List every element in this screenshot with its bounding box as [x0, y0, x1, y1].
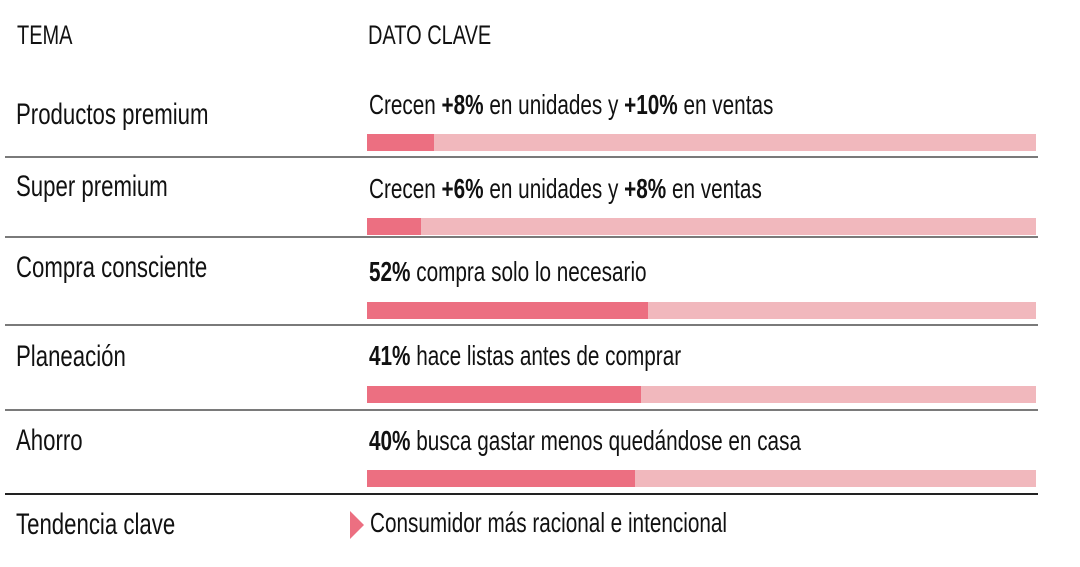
row-dato: Crecen +6% en unidades y +8% en ventas — [369, 175, 762, 203]
highlight-value: 52% — [369, 256, 411, 287]
row-tema: Super premium — [16, 170, 168, 203]
dato-text: en ventas — [677, 89, 774, 120]
footer-tema: Tendencia clave — [16, 508, 176, 541]
progress-bar-fill — [367, 470, 635, 487]
dato-text: Crecen — [369, 173, 442, 204]
dato-text: hace listas antes de comprar — [410, 340, 682, 371]
header-dato-clave: DATO CLAVE — [368, 20, 492, 50]
dato-text: en ventas — [666, 173, 762, 204]
row-divider — [5, 409, 1038, 411]
highlight-value: 41% — [369, 340, 411, 371]
footer-dato: Consumidor más racional e intencional — [370, 507, 728, 538]
row-divider — [5, 156, 1038, 158]
progress-bar-track — [367, 386, 1036, 403]
progress-bar-track — [367, 302, 1036, 319]
progress-bar-fill — [367, 386, 642, 403]
row-dato: Crecen +8% en unidades y +10% en ventas — [369, 91, 773, 119]
dato-text: Crecen — [369, 89, 442, 120]
highlight-value: 40% — [369, 425, 411, 456]
header-tema: TEMA — [17, 20, 73, 50]
progress-bar-fill — [367, 302, 648, 319]
row-dato: 40% busca gastar menos quedándose en cas… — [369, 427, 801, 455]
progress-bar-fill — [367, 218, 421, 235]
triangle-bullet-icon — [350, 511, 364, 539]
progress-bar-track — [367, 218, 1036, 235]
progress-bar-track — [367, 470, 1036, 487]
row-tema: Planeación — [16, 340, 126, 373]
dato-text: en unidades y — [483, 173, 625, 204]
row-tema: Compra consciente — [16, 251, 208, 284]
row-divider — [5, 236, 1038, 238]
dato-text: busca gastar menos quedándose en casa — [410, 425, 801, 456]
row-dato: 52% compra solo lo necesario — [369, 258, 647, 286]
highlight-value: +10% — [624, 89, 678, 120]
progress-bar-track — [367, 134, 1036, 151]
dato-text: compra solo lo necesario — [410, 256, 647, 287]
row-divider — [5, 493, 1038, 495]
highlight-value: +8% — [441, 89, 484, 120]
row-dato: 41% hace listas antes de comprar — [369, 342, 681, 370]
highlight-value: +8% — [624, 173, 667, 204]
row-tema: Productos premium — [16, 98, 209, 131]
dato-text: en unidades y — [483, 89, 625, 120]
highlight-value: +6% — [441, 173, 484, 204]
row-divider — [5, 324, 1038, 326]
row-tema: Ahorro — [16, 424, 83, 457]
progress-bar-fill — [367, 134, 434, 151]
